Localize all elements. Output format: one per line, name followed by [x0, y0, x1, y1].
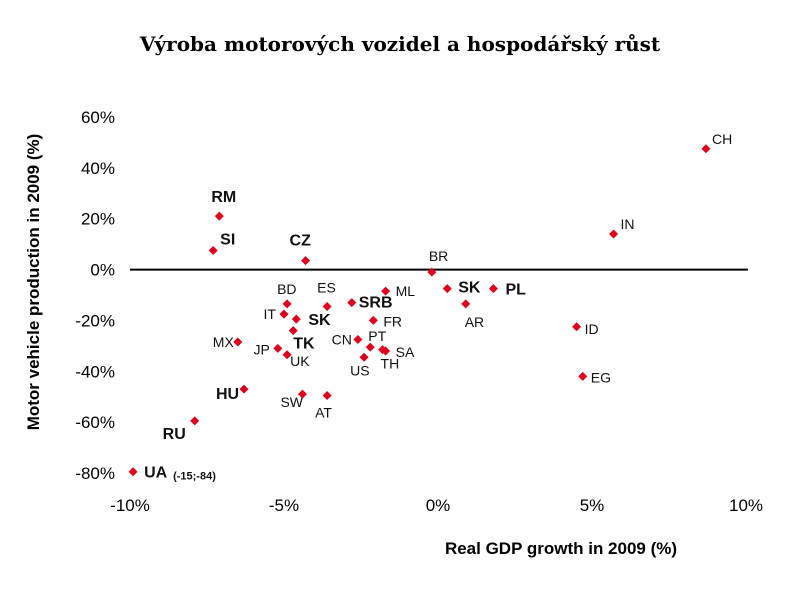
point-label: HU: [216, 386, 239, 403]
data-point: [239, 384, 249, 394]
data-point: [214, 211, 224, 221]
point-label: SA: [396, 344, 415, 360]
y-tick-label: 0%: [90, 261, 115, 280]
point-label: JP: [253, 341, 269, 357]
point-label: CN: [332, 332, 352, 348]
data-point: [233, 337, 243, 347]
point-label: ES: [317, 279, 336, 295]
y-tick-label: 20%: [81, 210, 115, 229]
data-point: [353, 335, 363, 344]
point-label: IN: [621, 216, 635, 232]
point-label: IT: [264, 306, 277, 322]
y-tick-label: -40%: [75, 362, 115, 381]
x-tick-label: 5%: [580, 496, 605, 515]
y-tick-label: -60%: [75, 413, 115, 432]
point-label: CH: [712, 131, 732, 147]
data-point: [282, 350, 292, 360]
point-label: RU: [163, 426, 186, 443]
data-point: [368, 315, 378, 325]
data-point: [359, 352, 369, 362]
point-label: PL: [505, 282, 526, 299]
data-point: [572, 322, 582, 332]
point-label: BD: [277, 281, 296, 297]
x-axis-label: Real GDP growth in 2009 (%): [445, 539, 677, 558]
y-tick-label: 60%: [81, 108, 115, 127]
point-label: TH: [381, 356, 400, 372]
point-label: CZ: [290, 233, 312, 250]
data-point: [427, 267, 437, 277]
point-label: UK: [290, 353, 310, 369]
data-point: [381, 286, 391, 296]
y-tick-label: -80%: [75, 464, 115, 483]
point-label: TK: [293, 336, 315, 353]
point-label: SW: [280, 394, 303, 410]
data-point: [208, 246, 218, 255]
data-point: [128, 467, 138, 477]
point-label: UA: [144, 465, 168, 482]
point-label: US: [350, 362, 369, 378]
data-point: [322, 301, 332, 311]
data-point: [609, 229, 619, 239]
data-point: [322, 390, 332, 400]
y-tick-label: -20%: [75, 311, 115, 330]
data-point: [288, 326, 298, 336]
point-label: BR: [429, 248, 448, 264]
x-tick-label: -5%: [269, 496, 299, 515]
point-label: PT: [368, 328, 386, 344]
point-label: SK: [308, 312, 331, 329]
data-point: [273, 343, 283, 353]
point-label: ID: [585, 321, 599, 337]
data-point: [347, 298, 357, 308]
point-label: MX: [213, 334, 235, 350]
y-axis-label: Motor vehicle production in 2009 (%): [24, 134, 43, 431]
x-tick-label: -10%: [110, 496, 150, 515]
data-point: [578, 371, 588, 381]
point-label: SI: [220, 232, 235, 249]
point-label: AR: [465, 314, 484, 330]
data-point: [291, 314, 301, 324]
point-note: (-15;-84): [173, 471, 216, 483]
data-point: [701, 144, 711, 154]
data-point: [297, 389, 307, 399]
chart-title: Výroba motorových vozidel a hospodářský …: [139, 32, 661, 56]
data-point: [279, 309, 289, 319]
point-label: FR: [383, 313, 402, 329]
y-tick-label: 40%: [81, 159, 115, 178]
x-tick-label: 10%: [729, 496, 763, 515]
data-point: [488, 284, 498, 294]
point-label: ML: [396, 283, 416, 299]
data-point: [190, 416, 200, 426]
data-points: CH IN RM SI CZ BR SK PL ML AR BD ES SRB IT SK FR TK ID MX C…: [128, 131, 732, 483]
data-point: [282, 299, 292, 309]
point-label: SK: [458, 280, 481, 297]
point-label: EG: [591, 369, 611, 385]
x-axis-ticks: -10% -5% 0% 5% 10%: [110, 496, 763, 515]
data-point: [442, 284, 452, 294]
point-label: RM: [211, 189, 236, 206]
point-label: AT: [315, 404, 332, 420]
data-point: [301, 256, 311, 266]
data-point: [461, 299, 471, 309]
y-axis-ticks: 60% 40% 20% 0% -20% -40% -60% -80%: [75, 108, 115, 483]
x-tick-label: 0%: [426, 496, 451, 515]
data-point: [365, 342, 375, 352]
data-point: [378, 345, 388, 355]
point-label: SRB: [359, 295, 393, 312]
